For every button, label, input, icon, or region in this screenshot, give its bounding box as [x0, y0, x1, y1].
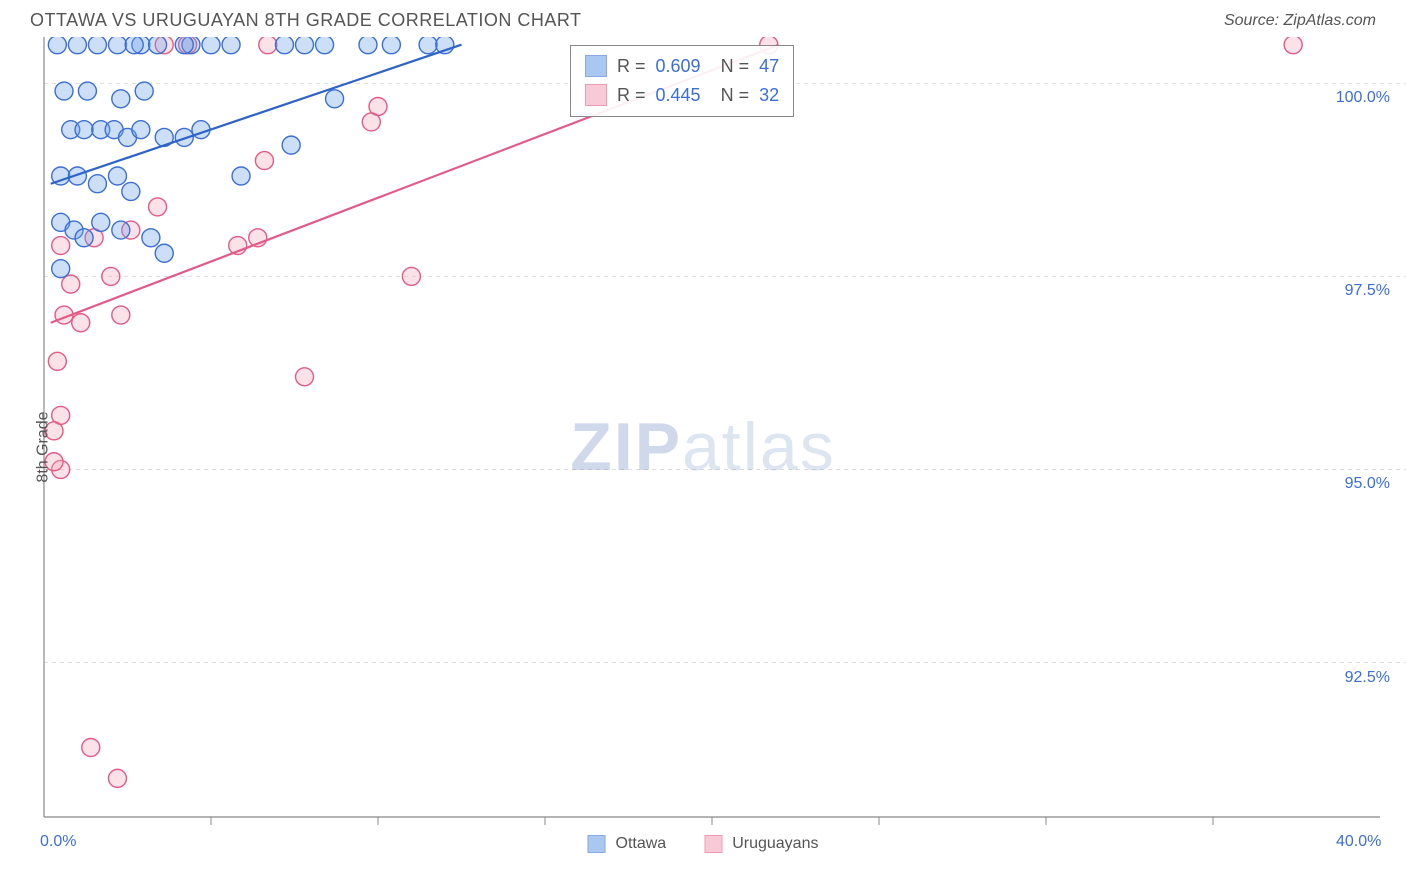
y-axis-label: 8th Grade	[35, 411, 53, 482]
stats-r-value: 0.445	[656, 81, 701, 110]
legend-swatch-uruguayans	[704, 835, 722, 853]
legend-label-ottawa: Ottawa	[616, 835, 667, 853]
legend-swatch-ottawa	[588, 835, 606, 853]
legend-item-uruguayans: Uruguayans	[704, 835, 818, 853]
stats-r-label: R =	[617, 52, 646, 81]
scatter-chart	[0, 37, 1406, 857]
stats-n-value: 32	[759, 81, 779, 110]
y-tick-label: 97.5%	[1345, 282, 1390, 300]
correlation-stats-box: R = 0.609 N = 47R = 0.445 N = 32	[570, 45, 794, 117]
stats-row: R = 0.445 N = 32	[585, 81, 779, 110]
chart-header: OTTAWA VS URUGUAYAN 8TH GRADE CORRELATIO…	[0, 0, 1406, 37]
y-tick-label: 100.0%	[1336, 89, 1390, 107]
chart-source: Source: ZipAtlas.com	[1224, 12, 1376, 30]
stats-n-value: 47	[759, 52, 779, 81]
stats-swatch	[585, 84, 607, 106]
chart-container: ZIPatlas 8th Grade R = 0.609 N = 47R = 0…	[0, 37, 1406, 857]
stats-swatch	[585, 55, 607, 77]
stats-r-value: 0.609	[656, 52, 701, 81]
chart-title: OTTAWA VS URUGUAYAN 8TH GRADE CORRELATIO…	[30, 10, 582, 31]
stats-r-label: R =	[617, 81, 646, 110]
y-tick-label: 95.0%	[1345, 475, 1390, 493]
y-tick-label: 92.5%	[1345, 669, 1390, 687]
stats-n-label: N =	[711, 52, 750, 81]
legend-label-uruguayans: Uruguayans	[732, 835, 818, 853]
x-tick-label: 40.0%	[1336, 833, 1381, 851]
stats-row: R = 0.609 N = 47	[585, 52, 779, 81]
stats-n-label: N =	[711, 81, 750, 110]
legend-bottom: Ottawa Uruguayans	[588, 835, 819, 853]
legend-item-ottawa: Ottawa	[588, 835, 667, 853]
x-tick-label: 0.0%	[40, 833, 76, 851]
